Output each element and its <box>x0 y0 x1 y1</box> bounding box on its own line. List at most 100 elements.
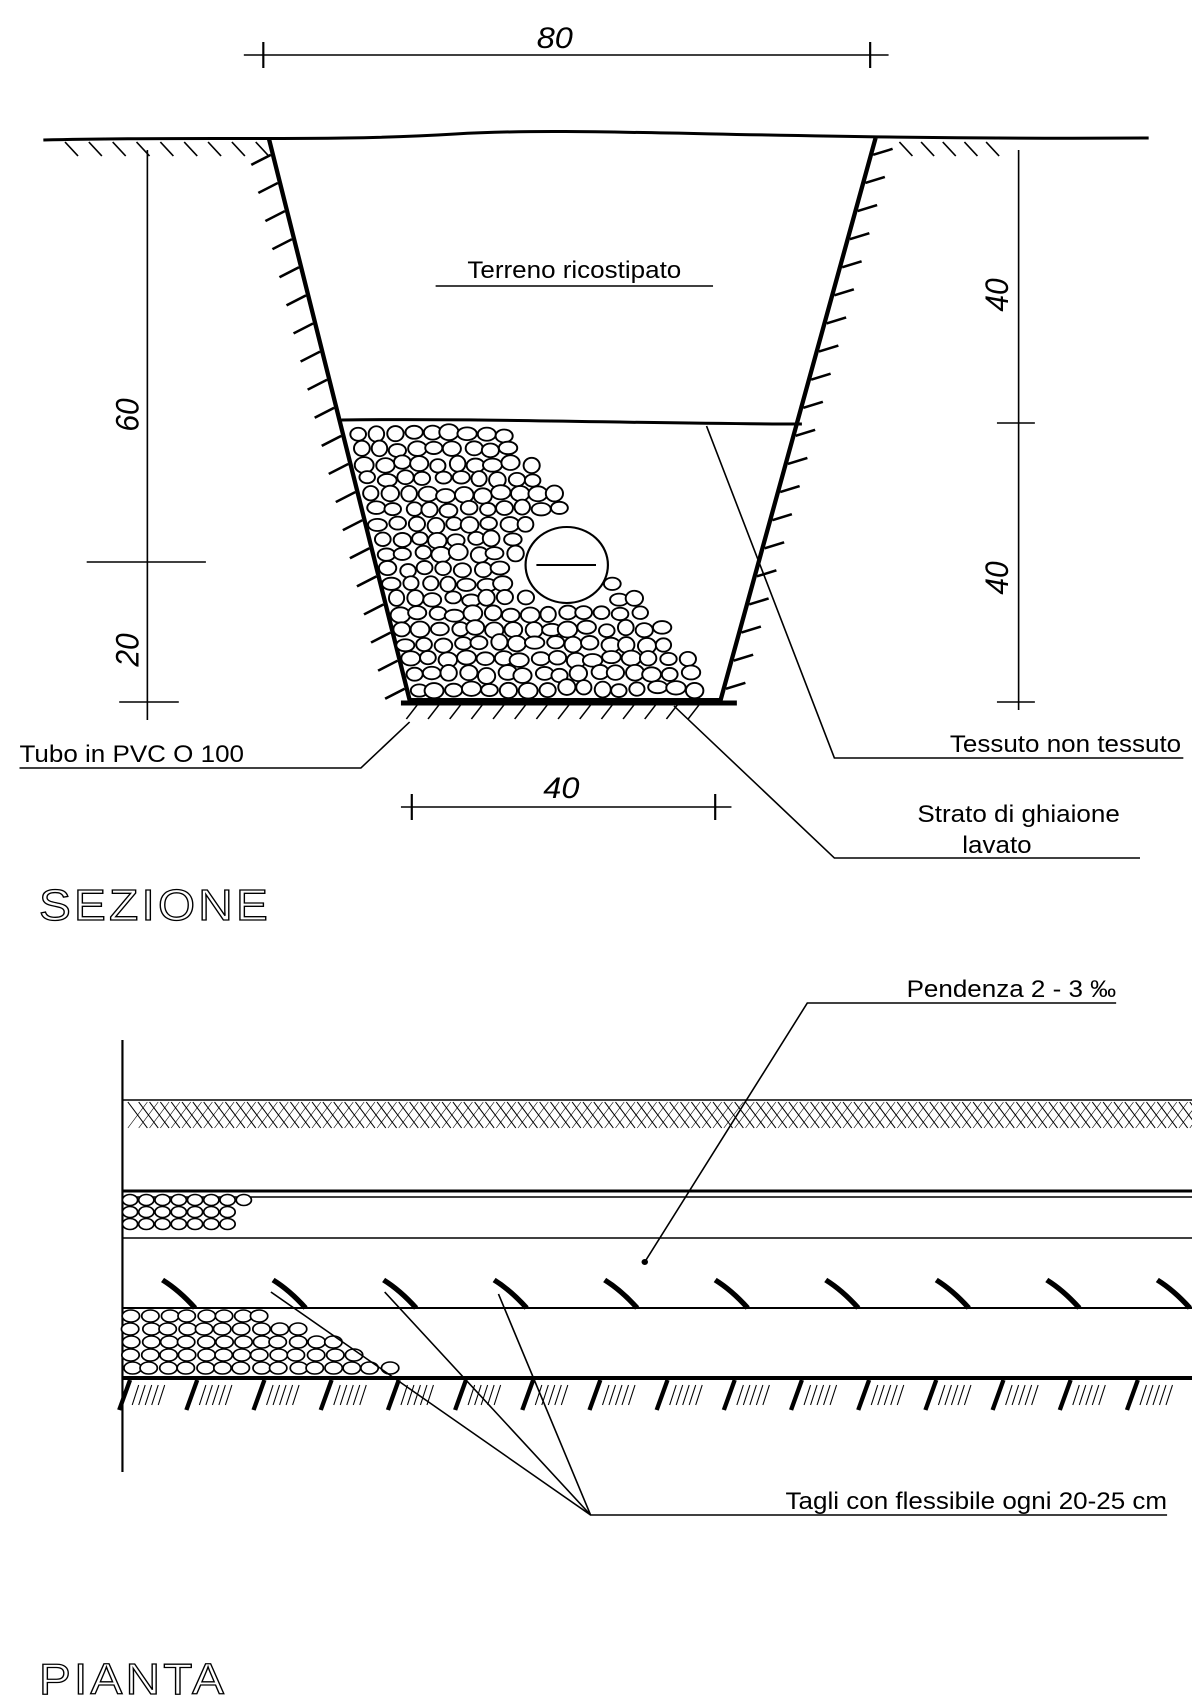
leader-line <box>385 1292 1167 1515</box>
hatch-stroke <box>406 705 417 719</box>
hatch-stroke <box>139 1385 146 1405</box>
hatch-stroke <box>256 142 269 156</box>
leader-line <box>645 1003 1116 1262</box>
hatch-stroke <box>225 1385 232 1405</box>
pebble <box>232 1362 249 1374</box>
pebble <box>509 473 525 486</box>
pebble <box>626 591 643 606</box>
pebble <box>483 459 502 472</box>
pebble <box>546 485 563 501</box>
hatch-stroke <box>964 142 977 156</box>
hatch-stroke <box>378 661 398 671</box>
pebble <box>233 1349 250 1361</box>
pebble <box>440 665 456 681</box>
hatch-stroke <box>741 627 761 633</box>
hatch-stroke <box>1079 1385 1086 1405</box>
pebble <box>143 1336 160 1348</box>
hatch-stroke <box>420 1385 427 1405</box>
hatch-stroke <box>308 380 328 390</box>
pebble <box>446 517 462 530</box>
pebble <box>177 1362 194 1374</box>
pebble <box>457 579 475 591</box>
hatch-stroke <box>858 205 878 211</box>
pebble <box>307 1349 324 1361</box>
cut-mark <box>163 1280 196 1308</box>
pebble <box>122 1195 137 1206</box>
hatch-stroke <box>522 1380 533 1410</box>
hatch-stroke <box>657 1380 668 1410</box>
pebble <box>220 1219 235 1230</box>
hatch-stroke <box>561 1385 568 1405</box>
pebble <box>387 426 403 441</box>
pebble <box>425 442 442 454</box>
pebble <box>187 1207 202 1218</box>
dimension-label: 40 <box>543 771 580 805</box>
hatch-stroke <box>986 142 999 156</box>
pebble <box>220 1195 235 1206</box>
pebble <box>478 668 495 684</box>
pebble <box>393 622 410 636</box>
pebble <box>411 622 430 638</box>
hatch-stroke <box>780 486 800 492</box>
pebble <box>178 1310 195 1322</box>
pebble <box>381 1362 398 1374</box>
pebble <box>521 608 540 623</box>
hatch-stroke <box>89 142 102 156</box>
pebble <box>454 563 471 577</box>
pebble <box>612 608 629 620</box>
dimension-label: 20 <box>110 633 146 668</box>
hatch-stroke <box>858 1380 869 1410</box>
pebble <box>159 1323 176 1335</box>
pebble <box>142 1310 159 1322</box>
pebble <box>391 607 410 623</box>
hatch-stroke <box>132 1385 139 1405</box>
pebble <box>161 1336 178 1348</box>
pebble <box>656 638 671 651</box>
cut-mark <box>1157 1280 1190 1308</box>
hatch-stroke <box>455 1380 466 1410</box>
hatch-stroke <box>347 1385 354 1405</box>
gravel-label: Strato di ghiaione <box>917 801 1119 828</box>
hatch-stroke <box>925 1380 936 1410</box>
pebble <box>253 1336 270 1348</box>
pebble <box>430 459 445 472</box>
hatch-stroke <box>796 430 816 436</box>
cut-mark <box>936 1280 969 1308</box>
hatch-stroke <box>186 1380 197 1410</box>
pebble <box>139 1219 154 1230</box>
pebble <box>216 1336 233 1348</box>
hatch-stroke <box>199 1385 206 1405</box>
pebble <box>198 1310 215 1322</box>
cut-mark <box>384 1280 417 1308</box>
pebble <box>198 1336 215 1348</box>
pebble <box>551 502 568 514</box>
hatch-stroke <box>343 520 363 530</box>
pebble <box>232 1323 249 1335</box>
pebble <box>428 518 445 534</box>
hatch-stroke <box>622 1385 629 1405</box>
hatch-stroke <box>1127 1380 1138 1410</box>
pebble <box>575 606 592 619</box>
hatch-stroke <box>603 1385 610 1405</box>
cut-mark <box>605 1280 638 1308</box>
pebble <box>547 636 564 648</box>
hatch-stroke <box>819 346 839 352</box>
pebble <box>177 1336 194 1348</box>
pebble <box>577 621 596 634</box>
pebble <box>396 639 414 651</box>
pebble <box>417 561 433 574</box>
leader-dot <box>642 1259 649 1265</box>
pebble <box>599 624 615 637</box>
pebble <box>204 1207 219 1218</box>
pebble <box>501 517 520 532</box>
pebble <box>400 564 416 577</box>
pebble <box>491 485 510 499</box>
hatch-stroke <box>897 1385 904 1405</box>
hatch-stroke <box>788 458 808 464</box>
pebble <box>680 652 696 666</box>
pebble <box>409 517 425 532</box>
pebble <box>482 443 499 457</box>
pebble <box>604 578 621 590</box>
pebble <box>507 546 523 562</box>
pebble <box>407 502 422 516</box>
